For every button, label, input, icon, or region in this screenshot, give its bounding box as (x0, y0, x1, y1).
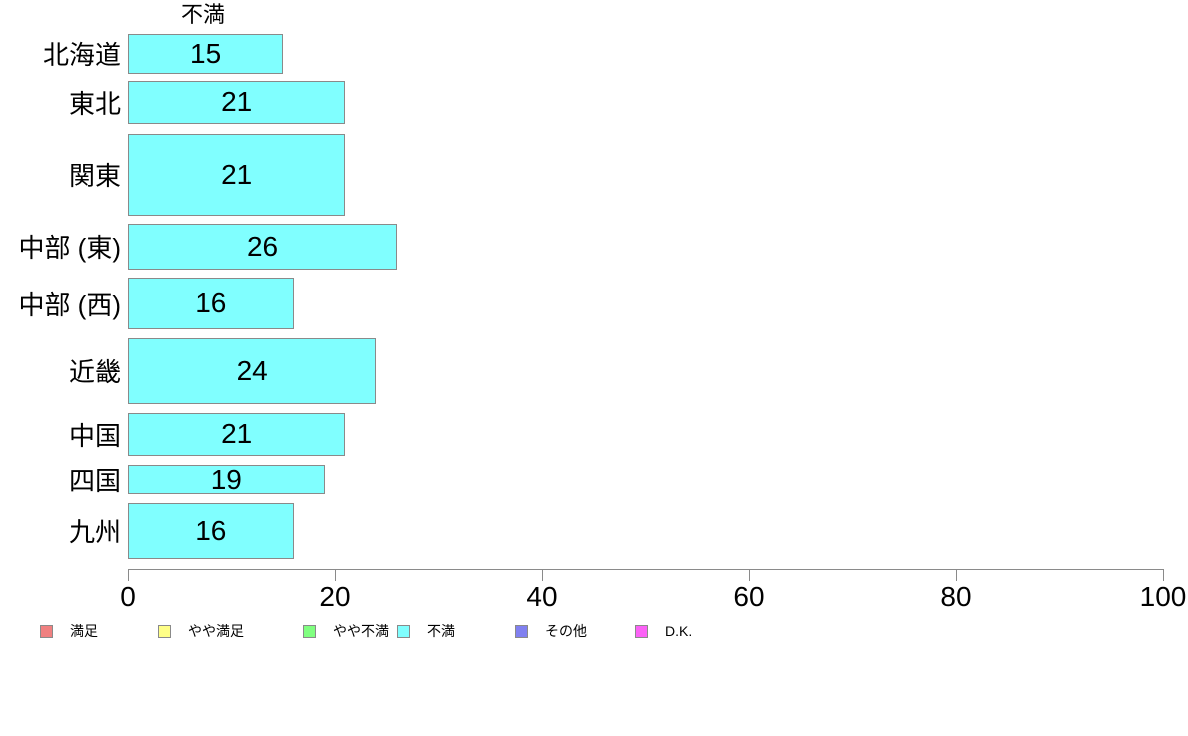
bar-value-label: 21 (221, 158, 253, 190)
category-label: 近畿 (68, 357, 121, 387)
x-axis-tick-mark (542, 569, 543, 581)
legend-item-label: やや満足 (188, 623, 244, 639)
x-axis-tick-mark (335, 569, 336, 581)
bar: 24 (128, 337, 377, 404)
legend-item-label: 不満 (427, 623, 455, 639)
bar-value-label: 19 (210, 463, 242, 495)
legend-swatch-icon (40, 624, 53, 638)
legend-item: やや満足 (158, 623, 244, 639)
legend-item: やや不満 (303, 623, 389, 639)
category-label: 九州 (68, 517, 121, 548)
category-label: 中部 (西) (18, 289, 121, 320)
legend-item: 満足 (40, 623, 98, 639)
bar-value-label: 26 (246, 230, 279, 262)
legend-swatch-icon (515, 624, 528, 638)
x-axis-tick-label: 100 (1139, 581, 1187, 612)
x-axis-tick-mark (749, 569, 750, 581)
legend-item: その他 (515, 623, 587, 639)
x-axis-tick-label: 80 (940, 581, 972, 612)
x-axis-tick-mark (1163, 569, 1164, 581)
legend-item: D.K. (635, 623, 692, 639)
legend-item-label: D.K. (665, 623, 693, 639)
category-label: 中国 (68, 420, 121, 451)
legend-item-label: やや不満 (333, 623, 389, 639)
legend-item-label: 満足 (70, 623, 98, 639)
bar-value-label: 16 (195, 287, 227, 318)
x-axis-tick-label: 0 (120, 581, 136, 612)
legend-swatch-icon (158, 624, 171, 638)
bar-value-label: 16 (195, 514, 227, 546)
category-label: 四国 (68, 466, 121, 496)
x-axis-line (128, 569, 1164, 570)
category-label: 関東 (68, 161, 121, 192)
legend-item-label: その他 (545, 623, 587, 639)
chart-title: 不満 (180, 2, 225, 27)
bar-value-label: 15 (190, 37, 222, 69)
bar-value-label: 21 (221, 418, 253, 450)
bar: 21 (128, 133, 346, 216)
bar: 16 (128, 277, 294, 329)
category-label: 中部 (東) (18, 233, 121, 263)
x-axis-tick-label: 60 (733, 581, 765, 612)
legend-swatch-icon (303, 624, 316, 638)
bar: 21 (128, 412, 346, 456)
bar-value-label: 21 (221, 86, 253, 118)
x-axis-tick-label: 40 (526, 581, 558, 612)
bar: 19 (128, 463, 325, 495)
bar: 21 (128, 80, 346, 124)
category-label: 東北 (68, 88, 121, 119)
x-axis-tick-mark (956, 569, 957, 581)
bar: 16 (128, 502, 294, 559)
bar: 26 (128, 223, 398, 270)
legend-swatch-icon (635, 624, 648, 638)
x-axis-tick-label: 20 (319, 581, 351, 612)
category-label: 北海道 (42, 40, 121, 70)
legend-item: 不満 (397, 623, 455, 639)
bar-value-label: 24 (236, 354, 268, 386)
legend-swatch-icon (397, 624, 410, 638)
x-axis-tick-mark (128, 569, 129, 581)
bar: 15 (128, 33, 284, 74)
